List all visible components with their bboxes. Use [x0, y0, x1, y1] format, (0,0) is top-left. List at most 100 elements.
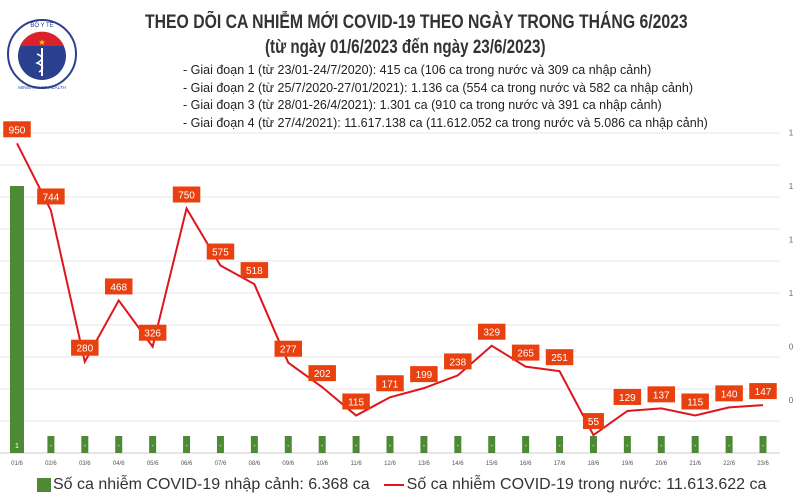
right-axis-tick: 0 [789, 396, 794, 405]
bar-imported [352, 436, 360, 453]
data-label: 468 [110, 282, 127, 293]
svg-text:★: ★ [38, 38, 45, 47]
bar-imported [556, 436, 564, 453]
phase-1: - Giai đoạn 1 (từ 23/01-24/7/2020): 415 … [183, 63, 652, 77]
bar-imported [657, 436, 665, 453]
bar-label: - [626, 443, 629, 450]
x-tick-label: 13/6 [418, 461, 430, 467]
data-label: 115 [348, 398, 364, 409]
bar-label: - [118, 443, 121, 450]
bar-imported [47, 436, 55, 453]
svg-text:BỘ Y TẾ: BỘ Y TẾ [30, 22, 53, 29]
data-label-box [410, 366, 438, 383]
bar-imported [386, 436, 394, 453]
legend-bar-swatch [37, 478, 51, 492]
data-label: 280 [76, 344, 93, 355]
x-tick-label: 22/6 [723, 461, 735, 467]
bar-label: - [491, 443, 494, 450]
data-label-box [477, 323, 506, 340]
x-tick-label: 17/6 [554, 461, 566, 467]
bar-imported [250, 436, 258, 453]
bar-label: - [321, 443, 324, 450]
bar-label: - [728, 443, 731, 450]
bar-imported [488, 436, 496, 453]
data-label-box [172, 186, 201, 203]
data-label-box [308, 365, 336, 382]
bar-label: - [558, 443, 561, 450]
data-label: 518 [246, 266, 263, 277]
bar-imported [284, 436, 292, 453]
bar-label: - [185, 443, 188, 450]
bar-label: - [253, 443, 256, 450]
data-label-box [71, 339, 99, 356]
x-tick-label: 09/6 [282, 461, 294, 467]
ministry-of-health-logo: ★ BỘ Y TẾ MINISTRY OF HEALTH [7, 19, 77, 90]
data-label-box [715, 385, 743, 402]
data-label-box [681, 393, 709, 410]
x-tick-label: 21/6 [689, 461, 701, 467]
right-axis-tick: 1 [789, 236, 794, 245]
data-label-box [511, 344, 540, 361]
data-label: 277 [280, 345, 297, 356]
data-label-box [342, 393, 370, 410]
svg-text:MINISTRY OF HEALTH: MINISTRY OF HEALTH [18, 85, 66, 90]
data-label-box [545, 349, 574, 366]
bar-label: - [524, 443, 527, 450]
bar-label: - [287, 443, 290, 450]
bar-imported [318, 436, 326, 453]
data-label: 140 [721, 389, 738, 400]
bar-imported [623, 436, 631, 453]
data-label: 950 [9, 125, 26, 136]
x-tick-label: 14/6 [452, 461, 464, 467]
x-tick-label: 19/6 [622, 461, 634, 467]
x-tick-label: 08/6 [249, 461, 261, 467]
bar-imported [454, 436, 462, 453]
data-label-box [274, 340, 303, 357]
data-label: 326 [144, 329, 161, 340]
data-label: 238 [449, 357, 466, 368]
data-label: 55 [588, 417, 600, 428]
chart-title: THEO DÕI CA NHIỄM MỚI COVID-19 THEO NGÀY… [145, 12, 688, 33]
data-label-box [647, 386, 676, 403]
bar-imported [115, 436, 123, 453]
bar-imported [81, 436, 89, 453]
x-tick-label: 11/6 [350, 461, 362, 467]
data-label-box [749, 383, 777, 400]
phase-summary: - Giai đoạn 1 (từ 23/01-24/7/2020): 415 … [183, 62, 708, 132]
data-label-box [613, 388, 642, 405]
legend-line-swatch [383, 484, 404, 486]
legend-domestic: Số ca nhiễm COVID-19 trong nước: 11.613.… [406, 476, 767, 493]
bar-imported [216, 436, 224, 453]
bar-label: - [457, 443, 460, 450]
bar-imported [149, 436, 157, 453]
data-label: 137 [653, 390, 670, 401]
bar-label: - [355, 443, 358, 450]
x-tick-label: 03/6 [79, 461, 91, 467]
x-tick-label: 05/6 [147, 461, 159, 467]
bar-imported [420, 436, 428, 453]
data-label-box [138, 324, 167, 341]
data-label-box [37, 188, 65, 205]
bar-imported [183, 436, 191, 453]
bar-label: - [423, 443, 426, 450]
bar-label: - [762, 443, 765, 450]
x-tick-label: 16/6 [520, 461, 532, 467]
bar-imported [691, 436, 699, 453]
data-label: 129 [619, 393, 636, 404]
bar-label: - [50, 443, 53, 450]
bar-imported [759, 436, 767, 453]
data-label: 251 [551, 353, 568, 364]
phase-4: - Giai đoạn 4 (từ 27/4/2021): 11.617.138… [183, 115, 708, 130]
bar-label: - [389, 443, 392, 450]
data-label-box [376, 375, 404, 392]
x-tick-label: 18/6 [588, 461, 600, 467]
data-label: 750 [178, 191, 195, 202]
data-label-box [206, 243, 235, 260]
x-tick-label: 10/6 [316, 461, 328, 467]
data-label: 329 [483, 328, 500, 339]
bar-label: - [84, 443, 87, 450]
x-tick-label: 15/6 [486, 461, 498, 467]
data-label: 115 [687, 398, 703, 409]
bar-label: 1 [15, 443, 19, 450]
